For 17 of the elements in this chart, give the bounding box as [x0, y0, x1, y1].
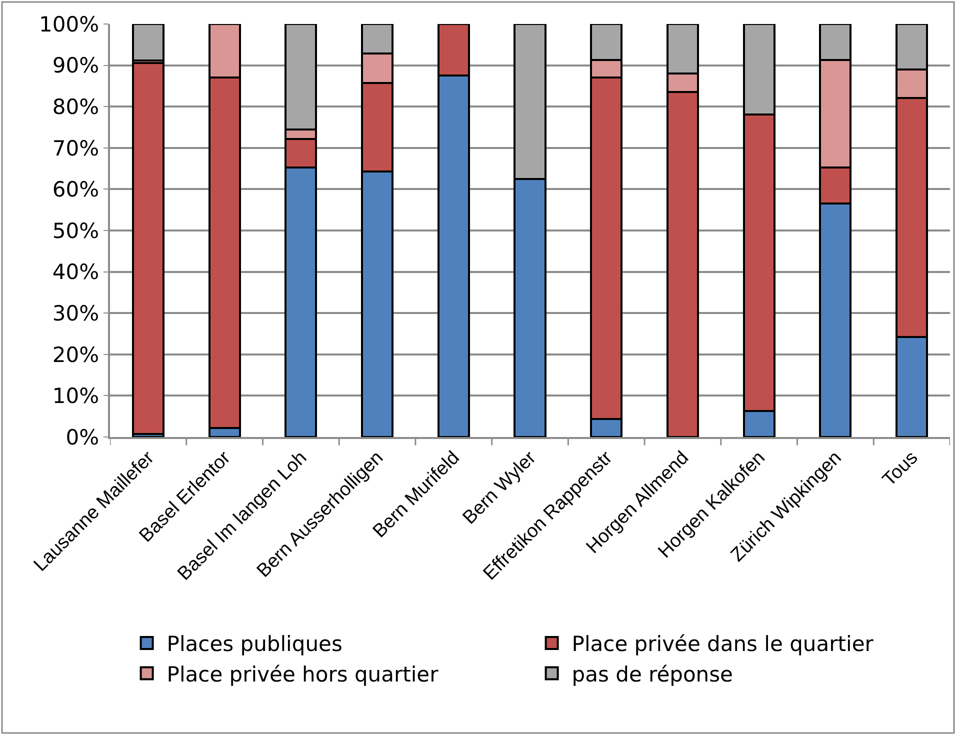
- x-tick-label: Tous: [878, 447, 922, 491]
- y-tick-label: 100%: [39, 12, 100, 36]
- y-tick-label: 0%: [66, 425, 100, 450]
- y-tick-label: 80%: [52, 94, 100, 119]
- y-tick-label: 90%: [52, 54, 100, 78]
- legend-label: Places publiques: [166, 632, 342, 656]
- y-tick-label: 50%: [52, 218, 100, 243]
- legend-label: Place privée hors quartier: [166, 662, 439, 686]
- y-tick-label: 30%: [52, 301, 100, 326]
- y-tick-label: 10%: [52, 384, 100, 408]
- legend-label: Place privée dans le quartier: [572, 632, 874, 656]
- y-tick-label: 70%: [52, 136, 100, 160]
- y-tick-label: 60%: [52, 178, 100, 202]
- y-tick-label: 20%: [52, 342, 100, 367]
- y-tick-label: 40%: [52, 260, 100, 284]
- legend-label: pas de réponse: [572, 662, 733, 686]
- bar: [132, 24, 164, 62]
